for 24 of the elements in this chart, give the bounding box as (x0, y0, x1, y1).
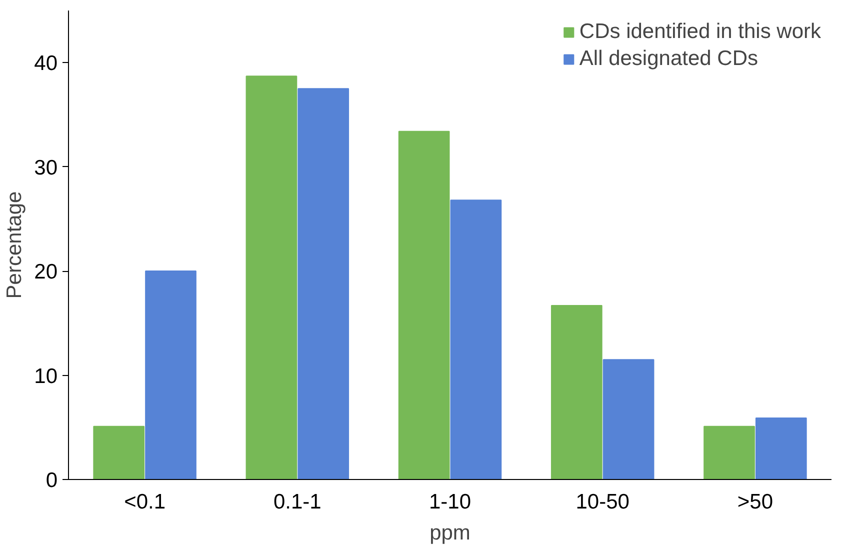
y-tick-label: 40 (34, 52, 58, 76)
y-axis-title: Percentage (3, 191, 26, 299)
bar (398, 130, 450, 480)
bar (145, 270, 196, 480)
bar (298, 88, 350, 480)
legend-label: All designated CDs (579, 47, 758, 71)
y-tick-label: 10 (34, 364, 58, 388)
x-tick-label: <0.1 (124, 490, 166, 514)
legend-label: CDs identified in this work (579, 20, 821, 44)
bar (450, 200, 502, 480)
x-tick-label: >50 (737, 490, 774, 514)
bar (550, 304, 602, 480)
x-axis-title: ppm (430, 522, 470, 544)
bar (755, 418, 807, 480)
x-tick-label: 0.1-1 (273, 490, 322, 514)
x-tick-label: 10-50 (576, 490, 630, 514)
y-tick-label: 0 (46, 469, 58, 492)
bar (602, 359, 654, 480)
bar (93, 426, 145, 480)
bar (704, 426, 755, 480)
bar (246, 76, 298, 480)
y-tick-label: 20 (34, 260, 58, 284)
y-tick-label: 30 (34, 156, 58, 180)
x-tick-label: 1-10 (428, 490, 472, 514)
